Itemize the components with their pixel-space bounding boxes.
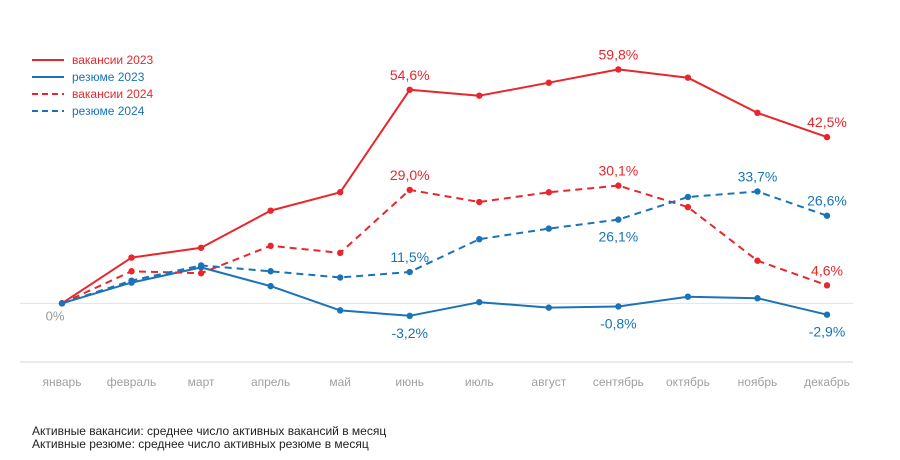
data-point	[754, 188, 761, 195]
data-point	[406, 268, 413, 276]
x-tick-label: сентябрь	[593, 375, 644, 389]
data-label: 11,5%	[390, 249, 429, 265]
data-point	[476, 92, 483, 99]
data-point	[754, 257, 761, 264]
data-point	[615, 216, 622, 223]
data-point	[267, 242, 274, 250]
legend-label: вакансии 2024	[72, 87, 153, 101]
data-point	[336, 307, 344, 314]
x-tick-label: январь	[43, 375, 82, 389]
x-tick-label: декабрь	[804, 375, 850, 389]
data-point	[545, 189, 553, 196]
data-point	[615, 66, 622, 73]
data-point	[197, 270, 205, 277]
data-point	[684, 203, 692, 211]
data-point	[545, 79, 553, 86]
series-line	[61, 266, 828, 317]
data-point	[406, 86, 413, 93]
data-point	[476, 235, 483, 243]
legend-label: вакансии 2023	[72, 53, 153, 67]
zero-label: 0%	[46, 308, 65, 323]
series-line	[61, 68, 828, 305]
x-tick-label: октябрь	[666, 375, 710, 389]
data-point	[754, 109, 761, 117]
data-point	[267, 268, 274, 275]
data-point	[128, 277, 135, 284]
data-point	[823, 212, 831, 219]
data-point	[58, 300, 66, 307]
data-label: 4,6%	[811, 262, 843, 278]
data-label: -2,9%	[809, 324, 846, 340]
data-point	[823, 282, 831, 289]
data-label: 30,1%	[599, 163, 639, 179]
x-tick-label: июль	[465, 375, 494, 389]
data-point	[684, 193, 692, 201]
series-line	[61, 190, 828, 305]
data-label: 54,6%	[390, 67, 430, 83]
data-point	[406, 312, 413, 320]
data-point	[823, 311, 831, 318]
x-tick-label: апрель	[251, 375, 290, 389]
data-label: -0,8%	[600, 315, 637, 331]
data-label: 26,1%	[599, 229, 639, 245]
legend-label: резюме 2023	[72, 70, 145, 84]
data-point	[476, 298, 483, 306]
data-point	[754, 295, 761, 302]
x-tick-label: ноябрь	[738, 375, 778, 389]
x-tick-label: август	[531, 375, 566, 389]
data-label: 33,7%	[738, 168, 778, 184]
data-point	[267, 207, 274, 214]
x-tick-label: февраль	[107, 375, 157, 389]
data-point	[197, 244, 205, 251]
data-point	[336, 249, 344, 257]
data-label: -3,2%	[391, 325, 428, 341]
data-point	[197, 262, 205, 269]
x-tick-label: июнь	[395, 375, 424, 389]
data-point	[684, 74, 692, 81]
data-point	[615, 182, 622, 189]
data-label: 42,5%	[807, 114, 847, 130]
data-point	[336, 274, 344, 281]
data-point	[545, 225, 553, 232]
data-point	[128, 254, 135, 261]
footnote-resumes: Активные резюме: среднее число активных …	[32, 437, 369, 451]
data-point	[823, 133, 831, 141]
data-label: 26,6%	[807, 193, 847, 209]
data-point	[615, 303, 622, 310]
data-point	[545, 304, 553, 311]
x-tick-label: март	[188, 375, 215, 389]
data-point	[267, 282, 274, 290]
data-point	[684, 293, 692, 300]
data-label: 59,8%	[599, 46, 639, 62]
footnote-vacancies: Активные вакансии: среднее число активны…	[32, 424, 387, 438]
x-tick-label: май	[329, 375, 351, 389]
data-label: 29,0%	[390, 167, 430, 183]
data-point	[128, 268, 135, 275]
data-point	[336, 189, 344, 196]
line-chart: 0% январь февраль март апрель май июнь июль авгу…	[20, 46, 853, 389]
legend-label: резюме 2024	[72, 104, 145, 118]
data-point	[476, 198, 483, 206]
series-line	[61, 184, 828, 305]
data-point	[406, 186, 413, 194]
